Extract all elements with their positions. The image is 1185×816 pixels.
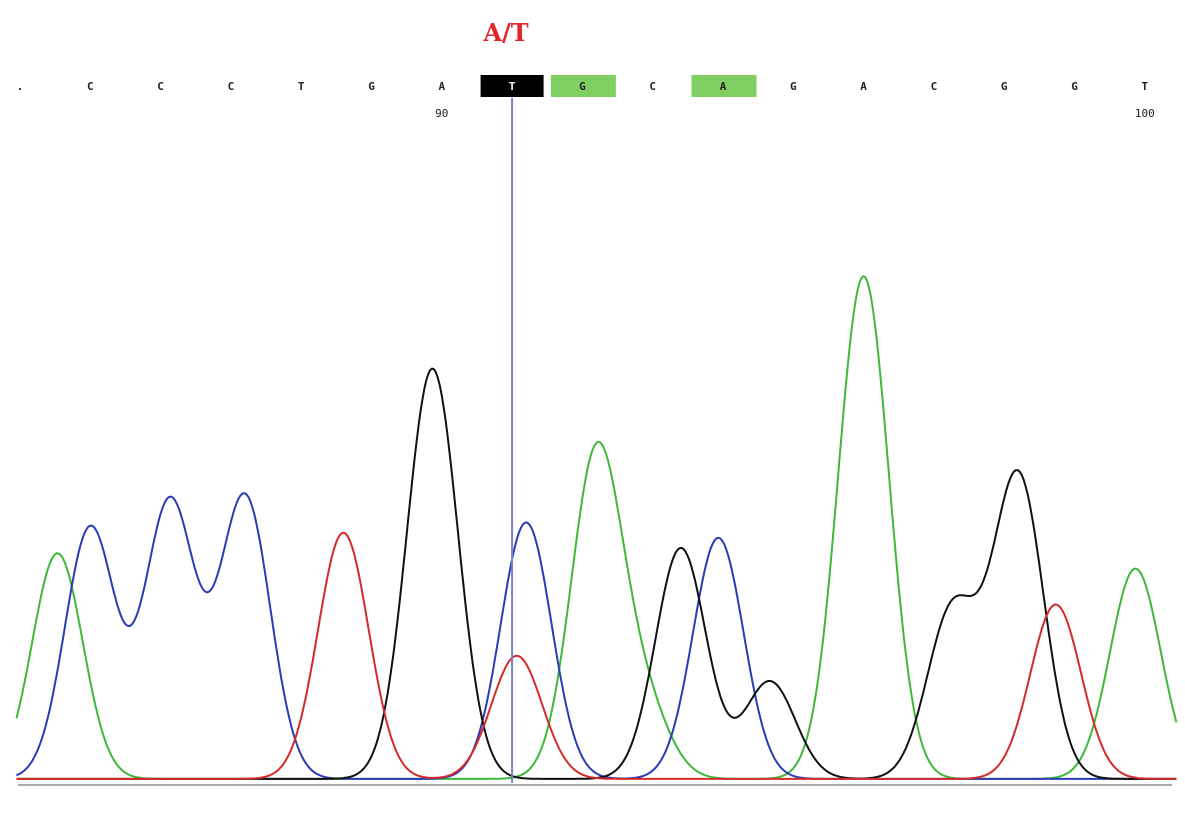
base-call-15: G	[1071, 80, 1078, 93]
base-call-16: T	[1141, 80, 1148, 93]
base-call-11: G	[790, 80, 797, 93]
position-label-100: 100	[1135, 107, 1155, 120]
trace-C	[16, 492, 1177, 780]
base-call-3: C	[228, 80, 235, 93]
base-call-5: G	[368, 80, 375, 93]
base-call-1: C	[87, 80, 94, 93]
trace-A	[15, 275, 1178, 780]
base-call-14: G	[1001, 80, 1008, 93]
base-call-2: C	[157, 80, 164, 93]
trace-G	[16, 367, 1177, 780]
base-call-10: A	[720, 80, 727, 93]
trace-T	[16, 531, 1177, 780]
base-call-12: A	[860, 80, 867, 93]
base-highlight-10	[691, 75, 757, 97]
base-call-7: T	[509, 80, 516, 93]
base-call-0: .	[17, 80, 24, 93]
base-call-6: A	[438, 80, 445, 93]
base-call-4: T	[298, 80, 305, 93]
variant-label: A/T	[482, 18, 528, 47]
base-highlight-8	[550, 75, 616, 97]
trace-area	[15, 275, 1178, 780]
position-label-90: 90	[435, 107, 448, 120]
base-call-9: C	[649, 80, 656, 93]
base-highlight-7	[480, 75, 544, 97]
base-calls-track: . C C C T G A 90 T G C A G A C G G T 100	[17, 75, 1155, 120]
base-call-8: G	[579, 80, 586, 93]
base-call-13: C	[931, 80, 938, 93]
